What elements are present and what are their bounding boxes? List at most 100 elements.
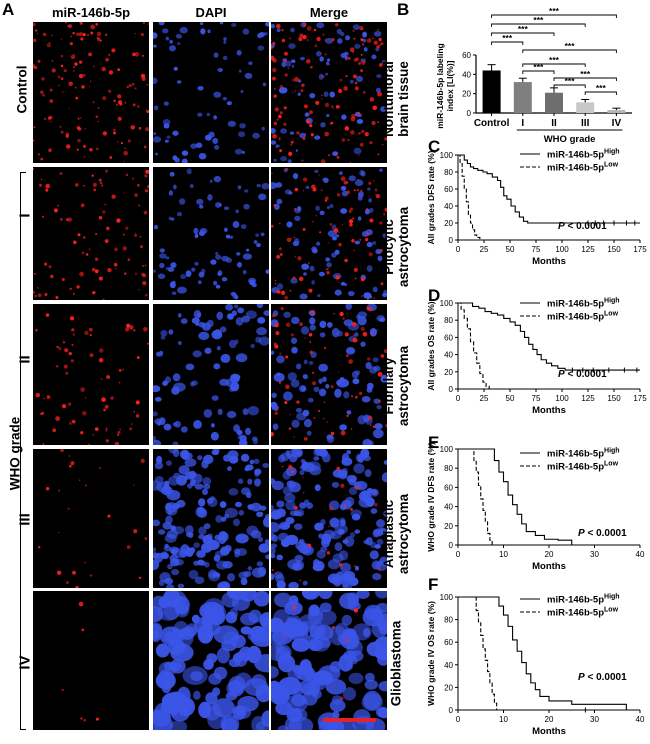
y-tick-label: 60 (444, 638, 453, 647)
significance-label: *** (533, 15, 544, 25)
bar (482, 70, 501, 113)
y-tick-label: 0 (449, 385, 454, 394)
x-tick-label: 40 (636, 715, 645, 724)
y-axis-label: All grades DFS rate (%) (426, 150, 436, 244)
grade-label-iv: IV (16, 655, 34, 670)
category-label: Control (474, 118, 510, 129)
svg-text:WHO grade IV OS rate (%): WHO grade IV OS rate (%) (426, 601, 436, 706)
y-tick-label: 40 (444, 503, 453, 512)
y-tick-label: 0 (449, 706, 454, 715)
x-tick-label: 100 (555, 394, 569, 403)
x-tick-label: 0 (456, 245, 461, 254)
panel-letter-e: E (428, 433, 440, 452)
micrograph-tile (271, 304, 387, 445)
x-axis-label: Months (532, 405, 566, 416)
x-tick-label: 0 (456, 550, 461, 559)
micrograph-tile (33, 22, 149, 163)
bar (607, 110, 626, 113)
tissue-label-anaplastic: Anaplastic astrocytoma (381, 493, 411, 575)
micrograph-tile (271, 22, 387, 163)
p-value-label: P < 0.0001 (578, 672, 627, 683)
legend-label: miR-146b-5pHigh (547, 298, 620, 310)
micrograph-tile (271, 591, 387, 730)
survival-chart-f: 0 20 40 60 80 100 0 10 20 30 40 Months WHO grade IV … (426, 593, 645, 737)
micrograph-tile (271, 167, 387, 300)
significance-label: *** (533, 62, 544, 72)
control-label: Control (14, 65, 30, 114)
grade-bracket (20, 172, 26, 730)
x-tick-label: 150 (607, 245, 621, 254)
survival-curve (458, 154, 640, 224)
significance-label: *** (565, 41, 576, 51)
y-tick-label: 20 (444, 683, 453, 692)
y-tick-label: 40 (444, 202, 453, 211)
x-tick-label: 25 (480, 245, 489, 254)
micrograph-tile (153, 167, 269, 300)
micrograph-tile (153, 591, 269, 730)
y-tick-label: 20 (444, 368, 453, 377)
category-label: II (551, 118, 557, 129)
survival-curve (458, 448, 495, 546)
y-tick-label: 100 (440, 299, 454, 308)
survival-curve (458, 596, 499, 711)
y-tick-label: 100 (440, 593, 454, 602)
significance-label: *** (549, 6, 560, 16)
survival-chart-e: 0 20 40 60 80 100 0 10 20 30 40 Months WHO grade IV … (426, 442, 645, 572)
significance-label: *** (596, 83, 607, 93)
x-tick-label: 125 (581, 394, 595, 403)
y-axis-label: All grades OS rate (%) (426, 301, 436, 390)
grade-label-ii: II (16, 355, 34, 364)
x-tick-label: 0 (456, 394, 461, 403)
significance-label: *** (502, 33, 513, 43)
micrograph-tile (33, 591, 149, 730)
y-tick-label: 80 (444, 616, 453, 625)
x-tick-label: 100 (555, 245, 569, 254)
svg-text:miR-146b-5p labeling: miR-146b-5p labeling (435, 43, 445, 129)
y-tick-label: 20 (462, 90, 471, 99)
y-axis-label: miR-146b-5p labeling index [LI(%)] (435, 43, 455, 129)
legend-label: miR-146b-5pLow (547, 311, 619, 323)
y-tick-label: 100 (440, 151, 454, 160)
x-tick-label: 75 (532, 245, 541, 254)
y-tick-label: 80 (444, 316, 453, 325)
survival-curve (458, 596, 627, 710)
svg-text:All grades OS rate (%): All grades OS rate (%) (426, 301, 436, 390)
bar (545, 92, 563, 113)
survival-chart-c: 0 20 40 60 80 100 0 25 50 75 100 125 150 175 Months All… (426, 149, 647, 268)
column-header-mir146b: miR-146b-5p (51, 5, 131, 20)
x-tick-label: 175 (633, 245, 647, 254)
x-axis-label: Months (532, 561, 566, 572)
tissue-label-fibrillary: Fibrillary astrocytoma (381, 345, 411, 427)
survival-chart-d: 0 20 40 60 80 100 0 25 50 75 100 125 150 175 Months All… (426, 298, 647, 417)
tissue-label-pilocytic: Pilocytic astrocytoma (381, 206, 411, 288)
x-tick-label: 75 (532, 394, 541, 403)
svg-text:index [LI(%)]: index [LI(%)] (445, 60, 455, 111)
significance-label: *** (565, 76, 576, 86)
y-axis-label: WHO grade IV OS rate (%) (426, 601, 436, 706)
x-tick-label: 10 (499, 715, 508, 724)
legend-label: miR-146b-5pHigh (547, 149, 620, 161)
panel-letter-a: A (2, 0, 15, 19)
significance-label: *** (580, 69, 591, 79)
x-tick-label: 0 (456, 715, 461, 724)
y-tick-label: 40 (462, 70, 471, 79)
x-tick-label: 10 (499, 550, 508, 559)
x-tick-label: 150 (607, 394, 621, 403)
grade-label-iii: III (16, 513, 34, 526)
y-tick-label: 40 (444, 351, 453, 360)
x-axis-label: WHO grade (544, 134, 596, 145)
x-tick-label: 50 (506, 394, 515, 403)
p-value-label: P < 0.0001 (558, 369, 607, 380)
scale-bar (323, 718, 376, 722)
y-tick-label: 20 (444, 522, 453, 531)
y-tick-label: 60 (462, 51, 471, 60)
panel-letter-f: F (428, 575, 439, 594)
micrograph-tile (33, 167, 149, 300)
survival-curve (458, 302, 494, 390)
x-tick-label: 40 (636, 550, 645, 559)
micrograph-tile (153, 22, 269, 163)
column-header-merge: Merge (309, 5, 349, 20)
y-tick-label: 0 (449, 541, 454, 550)
legend-label: miR-146b-5pHigh (547, 448, 620, 460)
x-axis-label: Months (532, 256, 566, 267)
